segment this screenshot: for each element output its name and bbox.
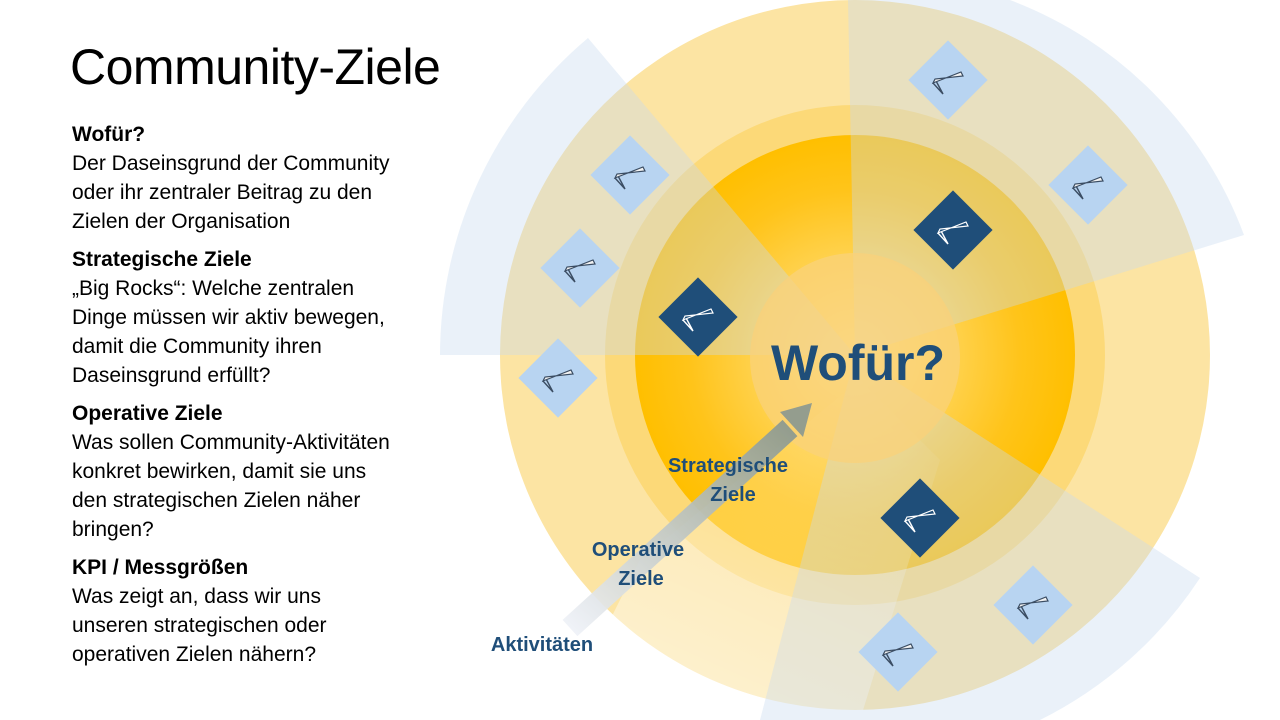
section-body: „Big Rocks“: Welche zentralen Dinge müss… — [72, 277, 385, 387]
perspective-glow — [560, 380, 940, 720]
sticky-note-with-pen-icon — [931, 71, 964, 95]
strategic-goals-label-line2: Ziele — [710, 484, 756, 506]
sticky-note-with-pen-icon — [1071, 176, 1104, 200]
slide-title: Community-Ziele — [70, 39, 441, 95]
sticky-note-with-pen-icon — [613, 166, 646, 190]
operative-goals-label-line2: Ziele — [618, 568, 664, 590]
progress-arrow — [562, 403, 812, 637]
center-label: Wofür? — [771, 335, 945, 391]
section-heading: Strategische Ziele — [72, 248, 252, 271]
sticky-note-with-pen-icon — [881, 643, 914, 667]
section-operative-goals: Operative Ziele Was sollen Community-Akt… — [72, 399, 472, 544]
sticky-note-with-pen-icon — [936, 221, 969, 245]
section-heading: Operative Ziele — [72, 402, 223, 425]
section-kpi: KPI / Messgrößen Was zeigt an, dass wir … — [72, 553, 472, 669]
strategic-goals-label-line1: Strategische — [668, 455, 788, 477]
section-body: Was sollen Community-Aktivitäten konkret… — [72, 431, 390, 541]
section-heading: KPI / Messgrößen — [72, 556, 249, 579]
section-body: Was zeigt an, dass wir uns unseren strat… — [72, 585, 327, 666]
sticky-note-with-pen-icon — [563, 259, 596, 283]
sticky-note-with-pen-icon — [681, 308, 714, 332]
section-heading: Wofür? — [72, 123, 146, 146]
operative-goals-label-line1: Operative — [592, 539, 684, 561]
note-top-right-2 — [1048, 145, 1128, 225]
goal-descriptions: Wofür? Der Daseinsgrund der Community od… — [72, 120, 472, 678]
section-strategic-goals: Strategische Ziele „Big Rocks“: Welche z… — [72, 245, 472, 390]
sticky-note-with-pen-icon — [903, 509, 936, 533]
section-body: Der Daseinsgrund der Community oder ihr … — [72, 152, 390, 233]
sticky-note-with-pen-icon — [541, 369, 574, 393]
section-wofuer: Wofür? Der Daseinsgrund der Community od… — [72, 120, 472, 236]
activities-label: Aktivitäten — [491, 634, 593, 656]
sticky-note-with-pen-icon — [1016, 596, 1049, 620]
